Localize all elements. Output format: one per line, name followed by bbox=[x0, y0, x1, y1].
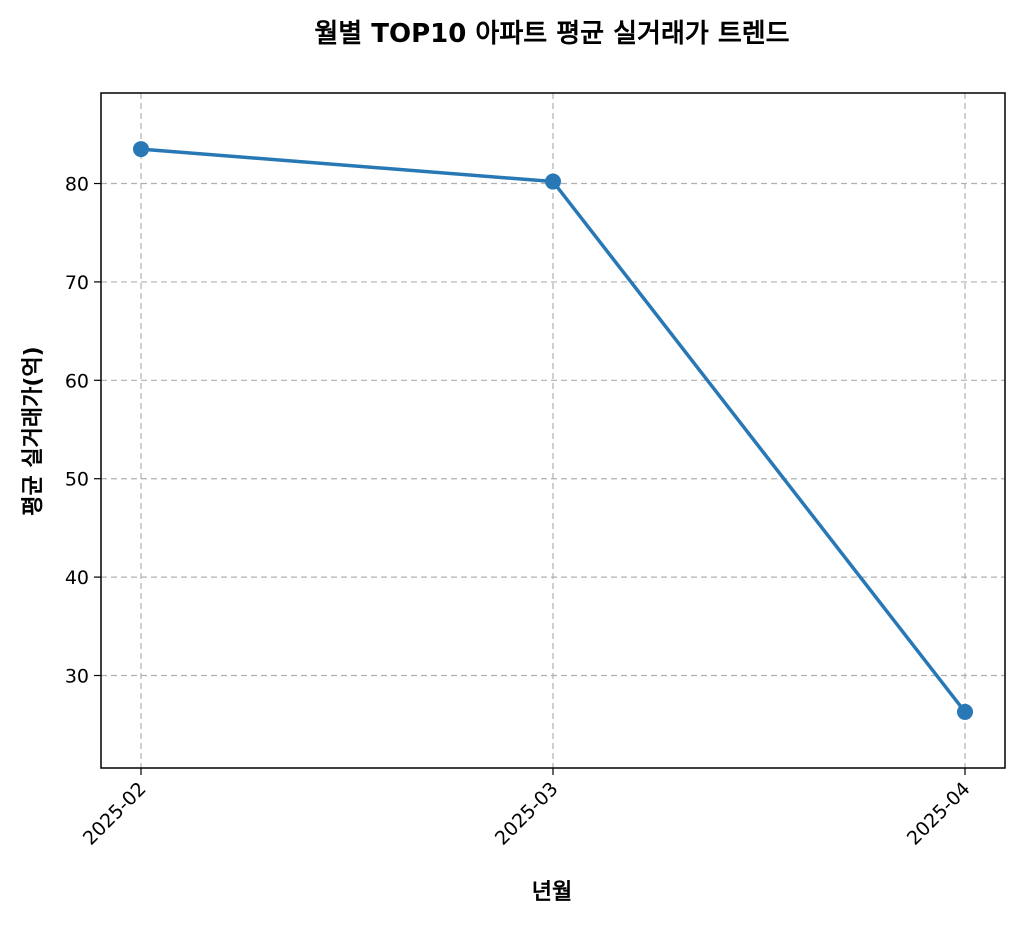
x-tick-label: 2025-02 bbox=[79, 778, 151, 850]
x-tick-label: 2025-04 bbox=[903, 778, 975, 850]
x-gridlines bbox=[140, 93, 966, 768]
y-tick-label: 70 bbox=[65, 272, 89, 294]
y-tick-label: 50 bbox=[65, 469, 89, 491]
y-tick-label: 80 bbox=[65, 174, 89, 196]
chart-title: 월별 TOP10 아파트 평균 실거래가 트렌드 bbox=[314, 19, 789, 49]
data-point bbox=[545, 173, 561, 190]
x-axis-label: 년월 bbox=[532, 880, 572, 905]
y-axis-label: 평균 실거래가(억) bbox=[21, 346, 46, 515]
data-point bbox=[957, 703, 973, 720]
series-layer bbox=[133, 141, 973, 720]
x-tick-label: 2025-03 bbox=[491, 778, 563, 850]
y-gridlines bbox=[101, 182, 1005, 677]
data-point bbox=[133, 141, 149, 158]
y-tick-label: 30 bbox=[65, 666, 89, 688]
y-tick-label: 40 bbox=[65, 567, 89, 589]
y-axis-ticks: 30 40 50 60 70 80 bbox=[65, 174, 101, 688]
y-tick-label: 60 bbox=[65, 370, 89, 392]
x-axis-ticks: 2025-02 2025-03 2025-04 bbox=[79, 768, 975, 850]
